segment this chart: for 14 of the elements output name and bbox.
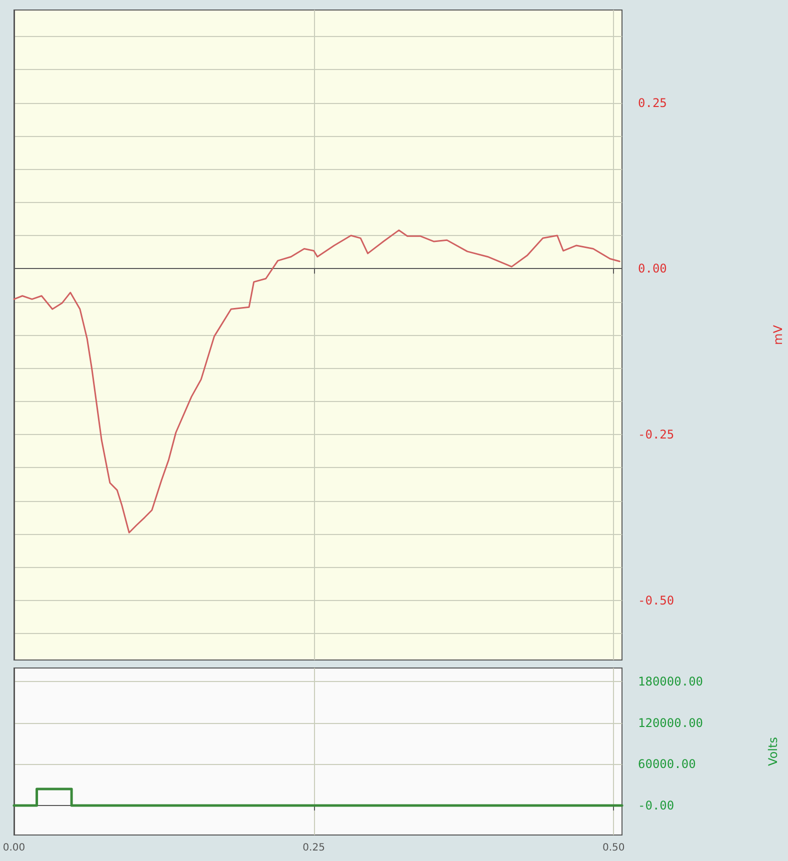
y-axis-title: Volts	[766, 737, 780, 766]
x-tick-label: 0.00	[2, 842, 26, 854]
y-tick-label: -0.00	[638, 798, 674, 812]
y-tick-label: 0.00	[638, 262, 667, 276]
y-tick-label: 180000.00	[638, 674, 704, 689]
x-tick-label: 0.50	[602, 842, 625, 854]
y-tick-label: -0.50	[638, 593, 674, 608]
x-tick-label: 0.25	[302, 842, 325, 854]
y-tick-label: 120000.00	[638, 716, 704, 730]
line-series	[13, 229, 620, 534]
y-tick-label: -0.25	[638, 427, 674, 442]
y-axis-title: mV	[771, 324, 785, 345]
y-tick-label: 60000.00	[638, 757, 696, 772]
y-tick-label: 0.25	[638, 96, 667, 110]
